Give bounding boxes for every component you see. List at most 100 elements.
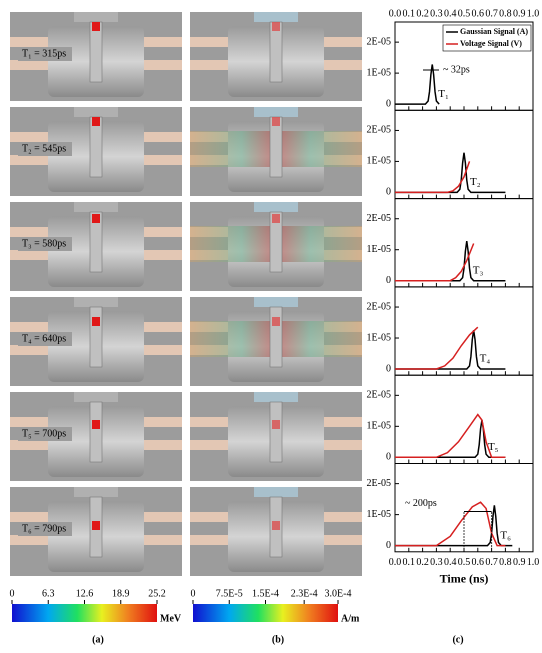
top-cap — [74, 297, 118, 307]
signal-line — [395, 413, 506, 459]
y-tick-label: 2E-05 — [367, 36, 391, 47]
pulse-label: T₅ — [488, 441, 499, 453]
stem — [269, 401, 283, 463]
top-cap — [254, 107, 298, 117]
plot-frame — [394, 198, 534, 288]
y-tick-label: 1E-05 — [367, 421, 391, 432]
colorbar-tick-label: 7.5E-5 — [216, 588, 243, 599]
y-tick-label: 0 — [386, 98, 391, 109]
label-bg — [18, 237, 72, 251]
y-tick-label: 1E-05 — [367, 332, 391, 343]
pulse-label: T₂ — [470, 176, 481, 188]
colorbar-tick-label: 0 — [191, 588, 196, 599]
y-tick-label: 2E-05 — [367, 390, 391, 401]
y-tick-label: 1E-05 — [367, 509, 391, 520]
x-tick-label-top: 0.7 — [485, 8, 498, 19]
y-tick-label: 2E-05 — [367, 301, 391, 312]
y-tick-label: 2E-05 — [367, 478, 391, 489]
x-tick-label-top: 0.3 — [430, 8, 443, 19]
x-tick-label: 1.0 — [527, 557, 540, 568]
x-tick-label-top: 0.0 — [389, 8, 402, 19]
hot-spot — [272, 22, 280, 31]
x-tick-label-top: 0.2 — [416, 8, 429, 19]
x-tick-label-top: 1.0 — [527, 8, 540, 19]
x-tick-label: 0.3 — [430, 557, 443, 568]
x-tick-label-top: 0.5 — [458, 8, 471, 19]
y-tick-label: 2E-05 — [367, 125, 391, 136]
stem — [89, 401, 103, 463]
stem — [269, 306, 283, 368]
colorbar-tick-label: 18.9 — [112, 588, 130, 599]
x-tick-label-top: 0.6 — [472, 8, 485, 19]
colorbar-tick-label: 3.0E-4 — [325, 588, 352, 599]
top-cap — [254, 392, 298, 402]
signal-line — [395, 243, 475, 282]
signal-line — [395, 240, 506, 282]
x-tick-label: 0.7 — [485, 557, 498, 568]
stem — [89, 306, 103, 368]
stem — [89, 211, 103, 273]
x-tick-label: 0.6 — [472, 557, 485, 568]
top-cap — [254, 202, 298, 212]
x-tick-label: 0.0 — [389, 557, 402, 568]
colorbar-tick-label: 1.5E-4 — [252, 588, 279, 599]
top-cap — [74, 107, 118, 117]
x-tick-label: 0.4 — [444, 557, 457, 568]
y-tick-label: 0 — [386, 275, 391, 286]
colorbar-unit: MeV — [160, 613, 182, 624]
colorbar-tick-label: 12.6 — [76, 588, 94, 599]
x-axis-label: Time (ns) — [440, 572, 489, 586]
width-label: ~ 32ps — [443, 64, 470, 75]
x-tick-label-top: 0.9 — [513, 8, 526, 19]
hot-spot — [272, 214, 280, 223]
time-label: T₅ = 700ps — [22, 428, 66, 439]
top-cap — [254, 487, 298, 497]
label-bg — [18, 332, 72, 346]
panel-label: (a) — [92, 634, 104, 645]
top-cap — [74, 392, 118, 402]
x-tick-label: 0.5 — [458, 557, 471, 568]
hot-spot — [272, 317, 280, 326]
legend-label: Gaussian Signal (A) — [460, 27, 528, 36]
panel-label: (b) — [272, 634, 284, 645]
pulse-label: T₆ — [500, 529, 511, 541]
plot-frame — [394, 286, 534, 376]
time-label: T₂ = 545ps — [22, 143, 66, 154]
hot-spot — [92, 521, 100, 530]
hot-spot — [92, 214, 100, 223]
y-tick-label: 1E-05 — [367, 67, 391, 78]
signal-line — [395, 505, 513, 547]
label-bg — [18, 427, 72, 441]
label-bg — [18, 47, 72, 61]
y-tick-label: 0 — [386, 187, 391, 198]
time-label: T₆ = 790ps — [22, 523, 66, 534]
panel-label: (c) — [452, 634, 463, 645]
stem — [269, 211, 283, 273]
legend-box — [442, 24, 532, 52]
hot-spot — [272, 420, 280, 429]
signal-line — [395, 501, 506, 547]
time-label: T₄ = 640ps — [22, 333, 66, 344]
y-tick-label: 1E-05 — [367, 156, 391, 167]
colorbar — [193, 604, 338, 622]
time-label: T₃ = 580ps — [22, 238, 66, 249]
y-tick-label: 1E-05 — [367, 244, 391, 255]
top-cap — [74, 487, 118, 497]
x-tick-label-top: 0.8 — [499, 8, 512, 19]
label-bg — [18, 522, 72, 536]
hot-spot — [272, 117, 280, 126]
colorbar-tick-label: 6.3 — [42, 588, 55, 599]
label-bg — [18, 142, 72, 156]
time-label: T₁ = 315ps — [22, 48, 66, 59]
top-cap — [254, 12, 298, 22]
y-tick-label: 0 — [386, 452, 391, 463]
pulse-label: T₄ — [480, 353, 491, 365]
x-tick-label: 0.2 — [416, 557, 429, 568]
signal-line — [395, 326, 479, 370]
hot-spot — [92, 117, 100, 126]
colorbar-unit: A/m — [341, 613, 360, 624]
colorbar — [12, 604, 157, 622]
signal-line — [395, 161, 471, 194]
x-tick-label: 0.9 — [513, 557, 526, 568]
